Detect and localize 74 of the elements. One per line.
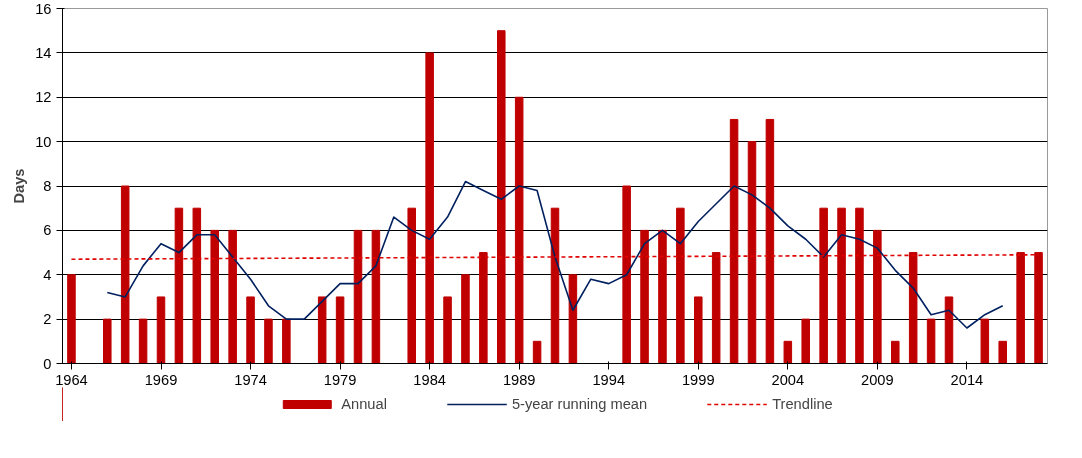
y-tick-label: 8	[43, 178, 52, 194]
bar	[371, 229, 381, 364]
y-axis-title: Days	[11, 168, 28, 204]
bar	[317, 296, 327, 364]
bar	[514, 96, 524, 364]
bar	[425, 52, 434, 364]
bar	[353, 229, 363, 364]
bar	[676, 207, 685, 364]
bar	[156, 296, 166, 364]
bar	[837, 207, 846, 364]
bar	[264, 318, 273, 364]
bar	[103, 318, 112, 364]
x-tick-label: 1979	[323, 371, 357, 388]
bar	[926, 318, 936, 364]
bar	[765, 118, 775, 364]
bar	[479, 252, 488, 364]
bar	[783, 340, 793, 364]
x-tick-label: 2014	[950, 371, 984, 388]
bar	[747, 141, 757, 364]
y-tick-label: 2	[43, 311, 52, 328]
bar	[622, 185, 631, 364]
bar	[694, 296, 703, 364]
bar	[891, 340, 900, 364]
x-tick-label: 2009	[861, 371, 894, 388]
bar	[729, 118, 739, 364]
bar	[1034, 252, 1043, 364]
bar	[246, 296, 255, 364]
bar	[568, 274, 578, 364]
bar	[228, 229, 237, 364]
bar	[532, 340, 542, 364]
x-tick-label: 2004	[771, 371, 805, 388]
x-tick-label: 1984	[413, 371, 446, 388]
x-tick-label: 1989	[502, 371, 536, 388]
legend-label: 5-year running mean	[511, 396, 648, 412]
bar	[282, 318, 291, 364]
bar	[120, 185, 130, 364]
x-tick-label: 1969	[144, 371, 178, 388]
bar	[210, 229, 219, 364]
bar	[873, 229, 882, 364]
y-tick-label: 10	[35, 133, 52, 150]
legend-label: Trendline	[772, 396, 833, 412]
bar	[819, 207, 828, 364]
bar	[944, 296, 954, 364]
bar	[801, 318, 810, 364]
bar	[67, 274, 76, 364]
bar	[980, 318, 990, 364]
y-tick-label: 4	[43, 266, 52, 283]
bar	[335, 296, 345, 364]
x-tick-label: 1994	[592, 371, 626, 388]
bar	[192, 207, 202, 364]
x-tick-label: 1999	[681, 371, 715, 388]
bar	[550, 207, 560, 364]
y-tick-label: 14	[35, 44, 52, 61]
y-tick-label: 0	[43, 355, 52, 372]
bar	[138, 318, 148, 364]
bar	[640, 229, 649, 364]
bar	[998, 340, 1007, 364]
bar	[658, 229, 667, 364]
bar	[1016, 252, 1025, 364]
bar	[497, 30, 506, 364]
y-tick-label: 16	[35, 0, 52, 17]
y-tick-label: 6	[43, 222, 52, 239]
bar	[407, 207, 416, 364]
bar	[443, 296, 452, 364]
line-series	[106, 180, 1004, 329]
bar	[174, 207, 184, 364]
bar	[461, 274, 470, 364]
bar	[855, 207, 864, 364]
bar	[711, 252, 721, 364]
legend-label: Annual	[341, 396, 387, 412]
y-tick-label: 12	[35, 89, 52, 106]
x-tick-label: 1974	[234, 371, 267, 388]
bar	[908, 252, 918, 364]
x-tick-label: 1964	[55, 371, 88, 388]
